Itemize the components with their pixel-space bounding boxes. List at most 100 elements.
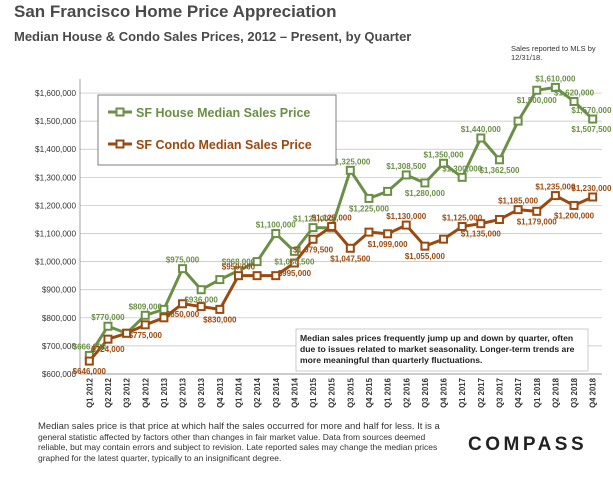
callout-text: Median sales prices frequently jump up a…: [300, 333, 575, 365]
condo-point: [439, 234, 449, 244]
y-tick-label: $1,000,000: [35, 258, 76, 267]
house-point: [476, 133, 486, 143]
condo-data-label: $724,000: [91, 345, 125, 354]
chart-subtitle: Median House & Condo Sales Prices, 2012 …: [14, 29, 412, 44]
y-tick-label: $1,200,000: [35, 201, 76, 210]
legend-condo-marker: [115, 139, 125, 149]
house-point: [252, 257, 262, 267]
x-tick-label: Q3 2017: [495, 378, 504, 408]
condo-point: [103, 334, 113, 344]
house-data-label: $1,570,000: [571, 106, 612, 115]
x-tick-label: Q2 2016: [402, 377, 411, 408]
house-data-label: $1,610,000: [535, 74, 576, 83]
house-point: [569, 96, 579, 106]
house-point: [457, 172, 467, 182]
legend-house-label: SF House Median Sales Price: [136, 106, 310, 120]
condo-data-label: $1,055,000: [405, 252, 446, 261]
x-tick-label: Q3 2013: [197, 377, 206, 408]
y-tick-label: $700,000: [42, 342, 77, 351]
footnote: Median sales price is that price at whic…: [38, 421, 448, 463]
house-point: [159, 304, 169, 314]
x-tick-label: Q4 2018: [589, 377, 598, 408]
condo-point: [476, 219, 486, 229]
condo-point: [383, 229, 393, 239]
reporting-note: Sales reported to MLS by 12/31/18.: [511, 44, 596, 62]
x-tick-label: Q2 2015: [328, 377, 337, 408]
series-lines: [84, 82, 598, 366]
house-data-label: $1,362,500: [479, 166, 520, 175]
house-data-label: $1,300,000: [442, 164, 483, 173]
condo-point: [532, 206, 542, 216]
condo-point: [401, 220, 411, 230]
house-data-label: $1,100,000: [256, 221, 297, 230]
x-tick-label: Q1 2017: [458, 378, 467, 408]
condo-point: [308, 234, 318, 244]
x-tick-label: Q3 2018: [570, 377, 579, 408]
house-data-label: $1,325,000: [330, 157, 371, 166]
house-data-label: $936,000: [184, 296, 218, 305]
house-point: [420, 178, 430, 188]
y-tick-label: $1,600,000: [35, 89, 76, 98]
condo-point: [588, 192, 598, 202]
house-point: [103, 321, 113, 331]
condo-data-label: $1,135,000: [461, 230, 502, 239]
house-point: [345, 165, 355, 175]
house-point: [588, 114, 598, 124]
y-tick-label: $1,500,000: [35, 117, 76, 126]
house-data-label: $975,000: [166, 256, 200, 265]
legend-box: [97, 94, 337, 166]
condo-data-label: $1,079,500: [293, 245, 334, 254]
x-axis-ticks: Q1 2012 Q2 2012 Q3 2012 Q4 2012 Q1 2013 Q2 20…: [85, 377, 597, 408]
y-tick-label: $1,400,000: [35, 145, 76, 154]
x-tick-label: Q2 2012: [104, 377, 113, 408]
condo-point: [364, 227, 374, 237]
condo-point: [159, 313, 169, 323]
callout-box: [295, 328, 589, 372]
x-tick-label: Q1 2018: [533, 377, 542, 408]
house-data-label: $1,225,000: [349, 204, 390, 213]
condo-point: [513, 205, 523, 215]
legend-house-marker: [115, 107, 125, 117]
condo-point: [196, 302, 206, 312]
condo-data-label: $995,000: [278, 269, 312, 278]
legend-condo-label: SF Condo Median Sales Price: [136, 138, 312, 152]
condo-point: [122, 328, 132, 338]
house-data-label: $1,350,000: [424, 150, 465, 159]
data-labels: $666,000 $770,000 $809,000 $975,000 $936,000…: [73, 74, 612, 376]
x-tick-label: Q4 2015: [365, 377, 374, 408]
house-point: [513, 116, 523, 126]
x-tick-label: Q3 2014: [272, 377, 281, 408]
house-point: [364, 193, 374, 203]
y-tick-label: $600,000: [42, 370, 77, 379]
house-data-label: $1,121,000: [293, 215, 334, 224]
condo-point: [215, 304, 225, 314]
house-data-label: $1,308,500: [386, 162, 427, 171]
x-tick-label: Q2 2014: [253, 377, 262, 408]
condo-point: [457, 222, 467, 231]
condo-data-label: $1,230,000: [571, 184, 612, 193]
house-point: [271, 229, 281, 239]
x-tick-label: Q2 2013: [179, 377, 188, 408]
x-tick-label: Q1 2016: [384, 377, 393, 408]
house-data-label: $968,000: [222, 258, 256, 267]
x-tick-label: Q1 2014: [234, 377, 243, 408]
house-data-label: $1,280,000: [405, 189, 446, 198]
y-tick-label: $800,000: [42, 314, 77, 323]
x-tick-label: Q4 2013: [216, 377, 225, 408]
x-tick-label: Q4 2014: [290, 377, 299, 408]
condo-data-label: $1,130,000: [386, 212, 427, 221]
condo-point: [252, 271, 262, 281]
compass-logo: COMPASS: [468, 434, 588, 455]
house-point: [308, 223, 318, 233]
y-axis-ticks: $600,000 $700,000 $800,000 $900,000 $1,000,0…: [35, 89, 76, 379]
condo-point: [84, 356, 94, 366]
condo-data-label: $850,000: [166, 310, 200, 319]
house-data-label: $770,000: [91, 313, 125, 322]
condo-point: [550, 191, 560, 201]
chart-title: San Francisco Home Price Appreciation: [14, 2, 337, 21]
condo-data-label: $1,235,000: [535, 183, 576, 192]
x-tick-label: Q4 2016: [440, 377, 449, 408]
condo-point: [140, 320, 150, 330]
house-data-label: $1,620,000: [554, 88, 595, 97]
condo-data-label: $1,125,000: [312, 214, 353, 223]
